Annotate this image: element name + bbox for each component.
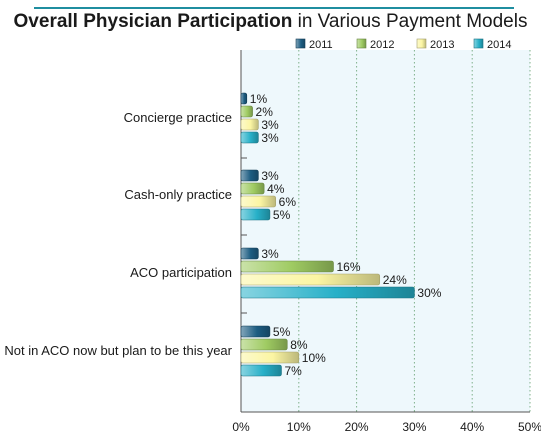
data-label: 5% [273,325,291,339]
legend-swatch-2012 [356,38,367,49]
bar-2011 [240,325,271,338]
data-label: 3% [261,131,279,145]
bar-2013 [240,351,300,364]
legend-swatch-2014 [473,38,484,49]
data-label: 16% [336,260,360,274]
legend-swatch-2011 [295,38,306,49]
x-tick-label: 20% [345,420,369,434]
bar-2013 [240,118,259,131]
data-label: 3% [261,169,279,183]
bar-2014 [240,364,282,377]
title-rule [34,7,514,9]
data-label: 3% [261,247,279,261]
bar-2014 [240,286,415,299]
chart-title-bold: Overall Physician Participation [13,11,293,32]
x-tick-label: 50% [518,420,541,434]
x-tick-label: 30% [402,420,426,434]
bar-2012 [240,182,265,195]
bar-2011 [240,169,259,182]
category-label: Concierge practice [124,110,232,125]
bar-2013 [240,195,276,208]
data-label: 24% [383,273,407,287]
x-tick-label: 0% [232,420,250,434]
legend-label: 2014 [487,39,511,51]
chart-title: Overall Physician Participation in Vario… [0,11,541,33]
bar-2012 [240,105,253,118]
data-label: 2% [256,105,274,119]
data-label: 5% [273,208,291,222]
category-label: Cash-only practice [124,187,232,202]
data-label: 8% [290,338,308,352]
category-label: Not in ACO now but plan to be this year [4,343,232,358]
legend-label: 2011 [309,39,333,51]
data-label: 4% [267,182,285,196]
data-label: 30% [417,286,441,300]
data-label: 3% [261,118,279,132]
bar-2012 [240,260,334,273]
data-label: 6% [279,195,297,209]
data-label: 10% [302,351,326,365]
bar-2011 [240,247,259,260]
chart-title-rest: in Various Payment Models [292,11,528,32]
legend-label: 2013 [430,39,454,51]
category-label: ACO participation [130,265,232,280]
bar-2013 [240,273,381,286]
data-label: 1% [250,92,268,106]
data-label: 7% [284,364,302,378]
legend-label: 2012 [370,39,394,51]
legend-swatch-2013 [416,38,427,49]
bar-2014 [240,208,271,221]
bar-2014 [240,131,259,144]
bar-2012 [240,338,288,351]
bar-2011 [240,92,248,105]
plot-area [241,50,530,412]
x-tick-label: 10% [287,420,311,434]
x-tick-label: 40% [460,420,484,434]
